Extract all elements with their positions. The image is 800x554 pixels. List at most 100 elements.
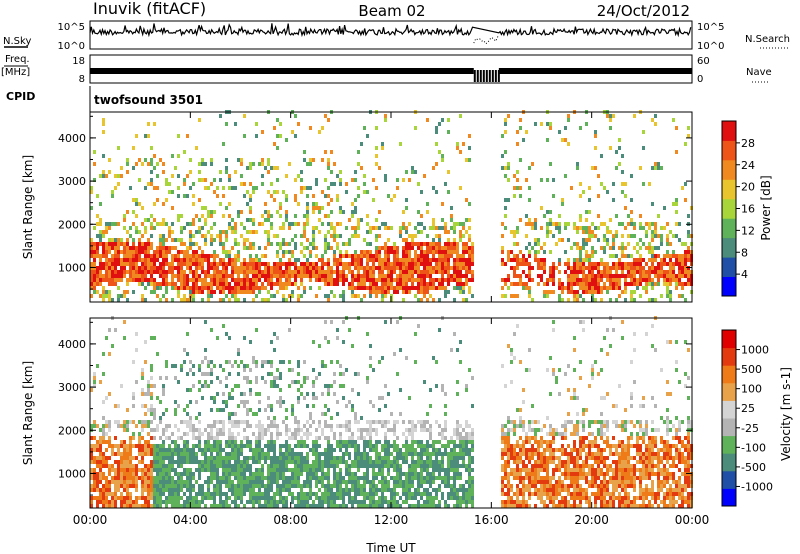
heatmap-cell [276,424,279,428]
heatmap-cell [342,290,345,294]
heatmap-cell [120,480,123,484]
heatmap-cell [546,278,549,282]
heatmap-cell [120,270,123,274]
heatmap-cell [663,258,666,262]
heatmap-cell [294,214,297,218]
heatmap-cell [651,166,654,170]
heatmap-cell [417,274,420,278]
heatmap-cell [423,492,426,496]
heatmap-cell [333,294,336,298]
heatmap-cell [300,170,303,174]
heatmap-cell [423,270,426,274]
heatmap-cell [318,218,321,222]
heatmap-cell [261,376,264,380]
heatmap-cell [300,472,303,476]
heatmap-cell [390,282,393,286]
heatmap-cell [126,452,129,456]
heatmap-cell [273,472,276,476]
heatmap-cell [324,234,327,238]
heatmap-cell [279,448,282,452]
heatmap-cell [516,266,519,270]
heatmap-cell [330,444,333,448]
heatmap-cell [258,290,261,294]
heatmap-cell [135,198,138,202]
heatmap-cell [582,298,585,302]
heatmap-cell [621,222,624,226]
heatmap-cell [336,328,339,332]
heatmap-cell [456,258,459,262]
heatmap-cell [186,254,189,258]
heatmap-cell [204,464,207,468]
heatmap-cell [288,360,291,364]
heatmap-cell [297,468,300,472]
heatmap-cell [234,186,237,190]
heatmap-cell [423,262,426,266]
heatmap-cell [228,484,231,488]
heatmap-cell [183,460,186,464]
heatmap-cell [141,246,144,250]
heatmap-cell [162,488,165,492]
heatmap-cell [447,278,450,282]
heatmap-cell [201,286,204,290]
heatmap-cell [282,294,285,298]
heatmap-cell [315,480,318,484]
heatmap-cell [567,298,570,302]
heatmap-cell [228,428,231,432]
heatmap-cell [267,282,270,286]
heatmap-cell [681,262,684,266]
heatmap-cell [300,452,303,456]
heatmap-cell [447,258,450,262]
heatmap-cell [126,278,129,282]
heatmap-cell [129,186,132,190]
heatmap-cell [99,480,102,484]
heatmap-cell [687,274,690,278]
heatmap-cell [348,218,351,222]
heatmap-cell [378,270,381,274]
heatmap-cell [288,328,291,332]
heatmap-cell [264,202,267,206]
heatmap-cell [405,472,408,476]
heatmap-cell [465,266,468,270]
heatmap-cell [150,364,153,368]
heatmap-cell [132,472,135,476]
heatmap-cell [177,274,180,278]
heatmap-cell [225,262,228,266]
heatmap-cell [138,242,141,246]
heatmap-cell [393,500,396,504]
heatmap-cell [315,202,318,206]
heatmap-cell [201,258,204,262]
heatmap-cell [111,452,114,456]
heatmap-cell [168,484,171,488]
heatmap-cell [240,282,243,286]
heatmap-cell [249,254,252,258]
heatmap-cell [258,496,261,500]
heatmap-cell [339,210,342,214]
heatmap-cell [165,456,168,460]
heatmap-cell [285,456,288,460]
heatmap-cell [237,352,240,356]
heatmap-cell [291,404,294,408]
heatmap-cell [276,190,279,194]
heatmap-cell [210,472,213,476]
heatmap-cell [420,468,423,472]
heatmap-cell [342,254,345,258]
heatmap-cell [381,456,384,460]
heatmap-cell [471,278,474,282]
heatmap-cell [312,266,315,270]
heatmap-cell [336,488,339,492]
heatmap-cell [687,250,690,254]
heatmap-cell [624,286,627,290]
heatmap-cell [156,464,159,468]
heatmap-cell [291,238,294,242]
heatmap-cell [240,476,243,480]
heatmap-cell [189,290,192,294]
heatmap-cell [237,424,240,428]
heatmap-cell [576,294,579,298]
heatmap-cell [189,262,192,266]
heatmap-cell [558,230,561,234]
heatmap-cell [240,460,243,464]
heatmap-cell [516,186,519,190]
heatmap-cell [465,262,468,266]
heatmap-cell [612,238,615,242]
heatmap-cell [621,234,624,238]
